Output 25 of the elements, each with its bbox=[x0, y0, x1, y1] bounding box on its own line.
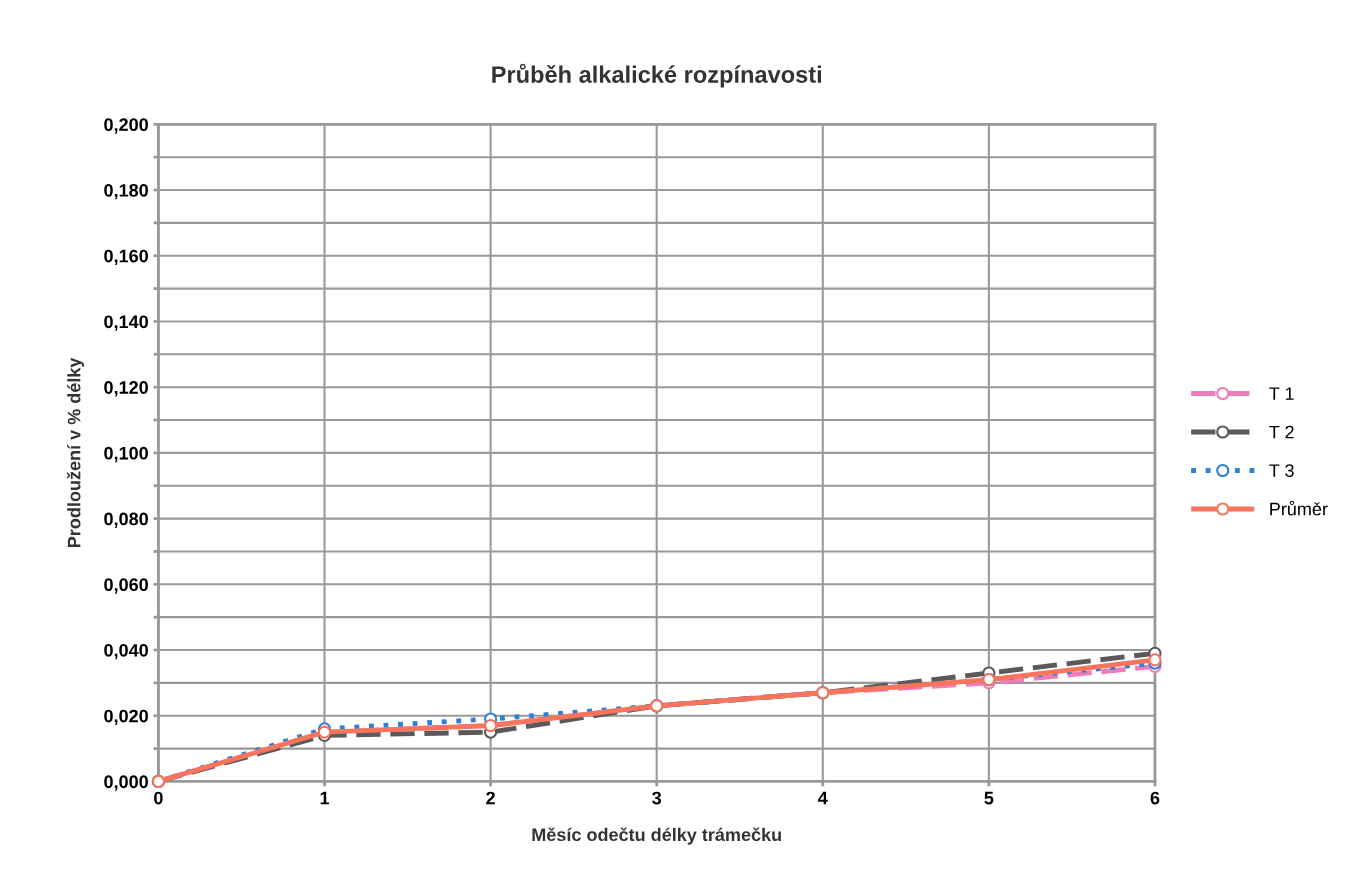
x-tick-label: 5 bbox=[984, 791, 994, 805]
legend-label: Průměr bbox=[1270, 500, 1328, 516]
x-tick-label: 4 bbox=[818, 791, 828, 805]
y-axis-title: Prodloužení v % délky bbox=[66, 357, 85, 547]
legend-label: T 2 bbox=[1269, 425, 1294, 439]
y-tick-label: 0,160 bbox=[104, 249, 148, 266]
y-tick-label: 0,200 bbox=[104, 118, 148, 134]
x-tick-label: 0 bbox=[154, 791, 163, 805]
legend-label: T 3 bbox=[1269, 464, 1294, 477]
y-tick-label: 0,120 bbox=[104, 381, 148, 397]
x-tick-label: 2 bbox=[486, 791, 495, 805]
x-axis-title: Měsíc odečtu délky trámečku bbox=[532, 827, 781, 845]
chart-title: Průběh alkalické rozpínavosti bbox=[492, 63, 822, 88]
y-tick-label: 0,040 bbox=[104, 643, 148, 660]
legend-label: T 1 bbox=[1269, 387, 1294, 400]
x-tick-label: 3 bbox=[652, 791, 662, 805]
y-tick-label: 0,140 bbox=[104, 315, 148, 331]
x-tick-label: 6 bbox=[1150, 791, 1160, 805]
y-tick-label: 0,080 bbox=[104, 512, 148, 528]
y-tick-label: 0,100 bbox=[104, 446, 148, 463]
y-tick-label: 0,060 bbox=[104, 578, 148, 594]
y-tick-label: 0,020 bbox=[104, 709, 148, 726]
x-tick-label: 1 bbox=[320, 791, 330, 805]
y-tick-label: 0,000 bbox=[104, 775, 148, 791]
y-tick-label: 0,180 bbox=[104, 183, 148, 200]
